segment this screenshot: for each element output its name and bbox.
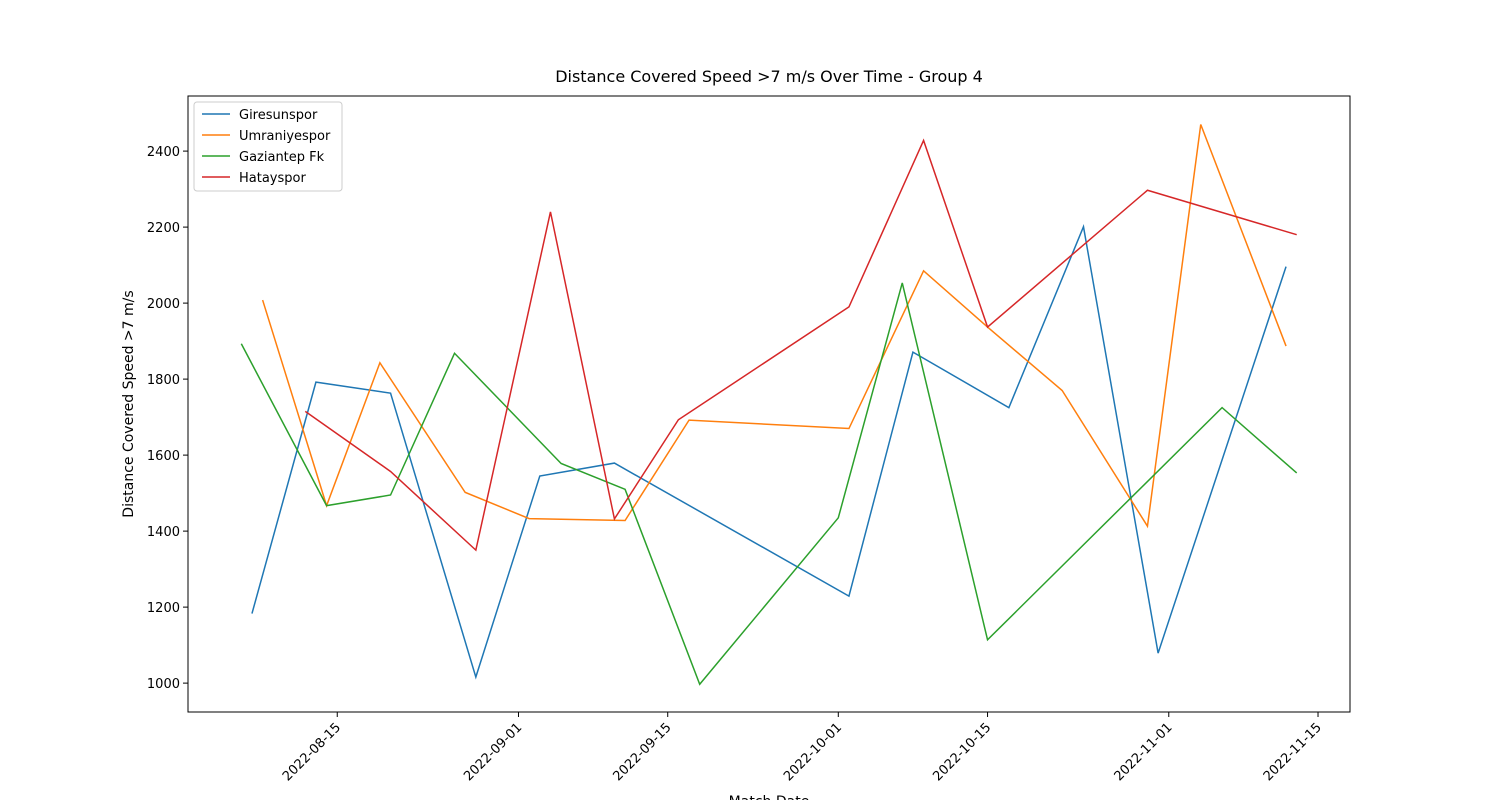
series-line bbox=[240, 282, 1298, 686]
series-line bbox=[261, 124, 1287, 529]
x-axis-label: Match Date bbox=[729, 794, 810, 800]
y-tick-label: 2400 bbox=[147, 145, 180, 160]
y-tick-label: 1600 bbox=[147, 449, 180, 464]
y-tick-label: 1400 bbox=[147, 525, 180, 540]
legend-label: Gaziantep Fk bbox=[239, 150, 325, 165]
plot-frame bbox=[187, 95, 1351, 713]
legend-label: Giresunspor bbox=[239, 108, 318, 123]
x-tick-label: 2022-08-15 bbox=[280, 720, 344, 784]
series-line bbox=[304, 138, 1297, 552]
y-tick-label: 1200 bbox=[147, 601, 180, 616]
y-tick-label: 1000 bbox=[147, 677, 180, 692]
legend-box bbox=[193, 101, 343, 192]
chart-title: Distance Covered Speed >7 m/s Over Time … bbox=[555, 67, 983, 86]
y-tick-label: 1800 bbox=[147, 373, 180, 388]
x-tick-label: 2022-11-15 bbox=[1261, 720, 1325, 784]
y-tick-label: 2000 bbox=[147, 297, 180, 312]
legend-label: Umraniyespor bbox=[239, 129, 331, 144]
x-tick-label: 2022-09-01 bbox=[461, 720, 525, 784]
x-tick-label: 2022-09-15 bbox=[611, 720, 675, 784]
y-axis-label: Distance Covered Speed >7 m/s bbox=[121, 290, 137, 517]
legend-label: Hatayspor bbox=[239, 171, 306, 186]
x-tick-label: 2022-11-01 bbox=[1112, 720, 1176, 784]
y-tick-label: 2200 bbox=[147, 221, 180, 236]
series-line bbox=[251, 224, 1287, 680]
x-tick-label: 2022-10-15 bbox=[930, 720, 994, 784]
x-tick-label: 2022-10-01 bbox=[781, 720, 845, 784]
